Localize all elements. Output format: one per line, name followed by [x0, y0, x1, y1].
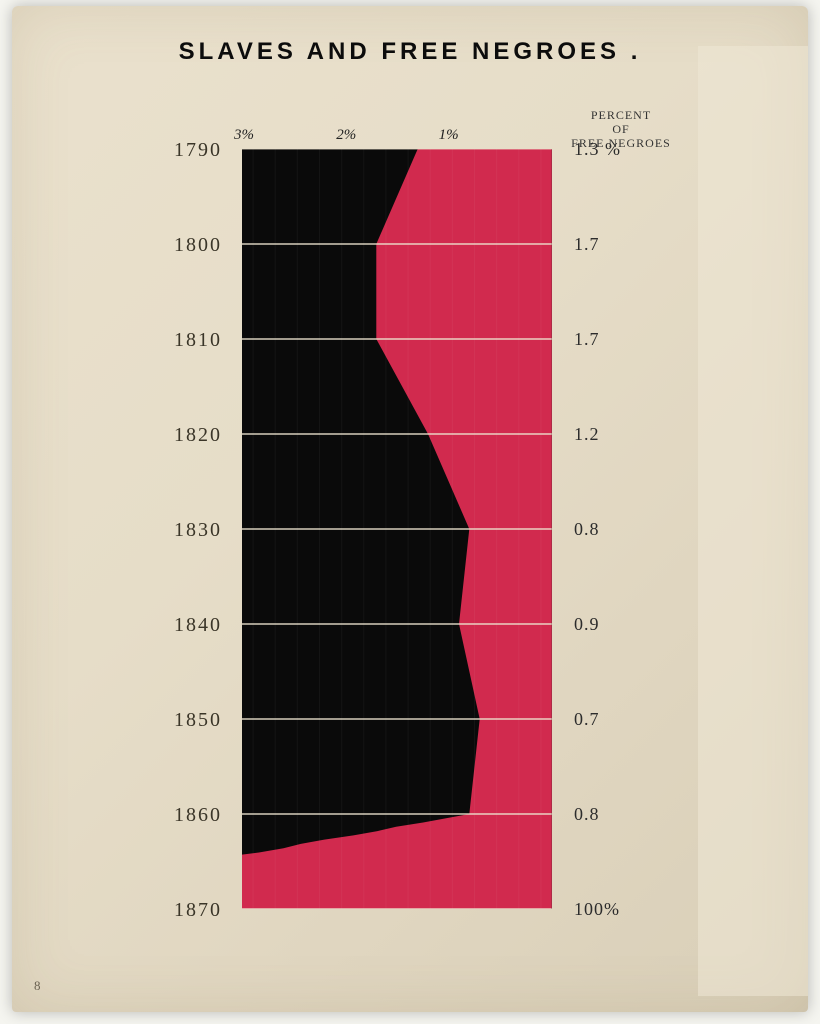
paper-background: SLAVES AND FREE NEGROES . PERCENTOFFREE …: [12, 6, 808, 1012]
x-tick-label: 1%: [439, 127, 459, 144]
year-label: 1820: [162, 424, 222, 447]
year-label: 1790: [162, 139, 222, 162]
value-label: 0.9: [574, 614, 654, 635]
year-label: 1810: [162, 329, 222, 352]
year-label: 1830: [162, 519, 222, 542]
year-label: 1800: [162, 234, 222, 257]
x-tick-label: 3%: [234, 127, 254, 144]
year-label: 1840: [162, 614, 222, 637]
value-label: 0.8: [574, 804, 654, 825]
paper-right-strip: [698, 46, 808, 996]
value-label: 100%: [574, 899, 654, 920]
year-label: 1850: [162, 709, 222, 732]
value-label: 1.7: [574, 329, 654, 350]
chart-title: SLAVES AND FREE NEGROES .: [12, 38, 808, 66]
year-label: 1860: [162, 804, 222, 827]
value-label: 1.2: [574, 424, 654, 445]
value-label: 0.7: [574, 709, 654, 730]
value-label: 0.8: [574, 519, 654, 540]
value-label: 1.3 %: [574, 139, 654, 160]
value-label: 1.7: [574, 234, 654, 255]
x-tick-label: 2%: [336, 127, 356, 144]
chart-area: [242, 149, 552, 909]
year-label: 1870: [162, 899, 222, 922]
plate-number: 8: [34, 978, 41, 994]
